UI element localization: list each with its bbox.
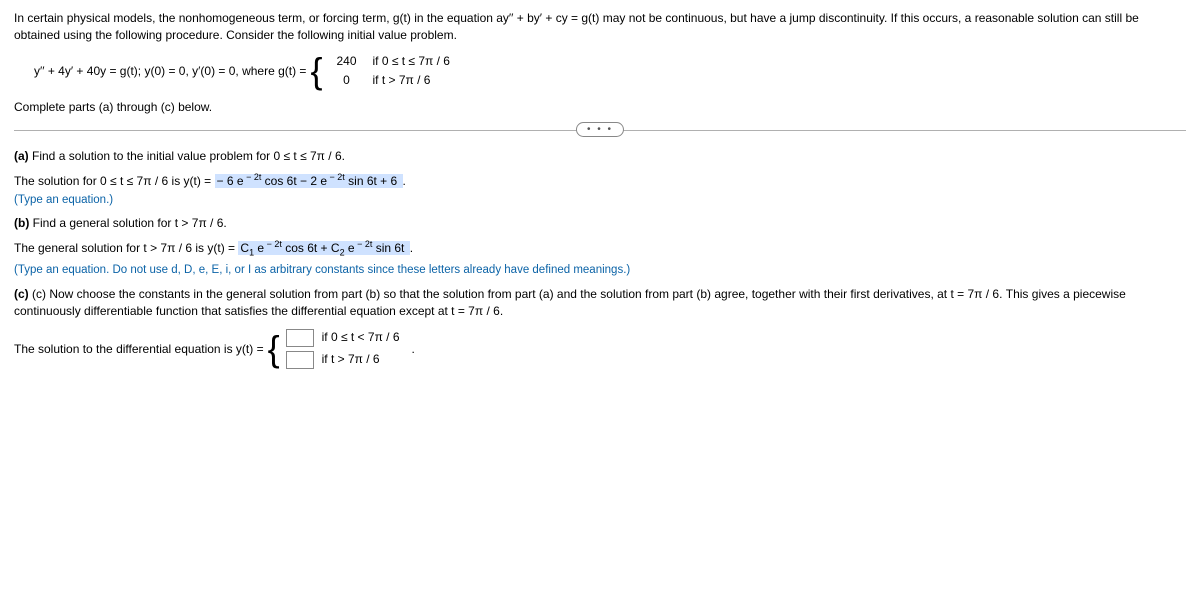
- part-c-prefix: The solution to the differential equatio…: [14, 342, 264, 356]
- a-p2: cos 6t − 2 e: [261, 174, 327, 188]
- complete-text: Complete parts (a) through (c) below.: [14, 100, 1186, 114]
- equation-lead: y′′ + 4y′ + 40y = g(t); y(0) = 0, y′(0) …: [34, 64, 306, 78]
- part-b: (b) Find a general solution for t > 7π /…: [14, 216, 1186, 276]
- part-c-label: (c) (c) Now choose the constants in the …: [14, 286, 1186, 320]
- part-b-full: Find a general solution for t > 7π / 6.: [33, 216, 227, 230]
- a-e1: − 2t: [244, 172, 262, 182]
- b-e1: − 2t: [264, 239, 282, 249]
- left-brace-c: {: [268, 331, 280, 367]
- expand-dots[interactable]: • • •: [576, 122, 624, 137]
- piecewise-g: { 240 if 0 ≤ t ≤ 7π / 6 0 if t > 7π / 6: [310, 52, 450, 90]
- part-b-prefix: The general solution for t > 7π / 6 is y…: [14, 241, 238, 255]
- b-p5: sin 6t: [372, 241, 404, 255]
- intro-text: In certain physical models, the nonhomog…: [14, 10, 1186, 44]
- part-a: (a) (a) Find a solution to the initial v…: [14, 149, 1186, 206]
- part-a-hint: (Type an equation.): [14, 194, 1186, 206]
- part-a-answer[interactable]: − 6 e − 2t cos 6t − 2 e − 2t sin 6t + 6: [215, 174, 403, 188]
- case2-value: 0: [328, 71, 364, 90]
- b-p4: e: [345, 241, 355, 255]
- part-a-period: .: [403, 174, 406, 188]
- part-c-input-2[interactable]: [286, 351, 314, 369]
- part-b-answer[interactable]: C1 e − 2t cos 6t + C2 e − 2t sin 6t: [238, 241, 409, 255]
- b-p1: C: [240, 241, 249, 255]
- b-p3: cos 6t + C: [282, 241, 340, 255]
- b-e2: − 2t: [355, 239, 373, 249]
- part-c-input-1[interactable]: [286, 329, 314, 347]
- part-a-label: (a) (a) Find a solution to the initial v…: [14, 149, 1186, 163]
- a-e2: − 2t: [327, 172, 345, 182]
- case1-value: 240: [328, 52, 364, 71]
- part-b-hint: (Type an equation. Do not use d, D, e, E…: [14, 264, 1186, 276]
- a-p3: sin 6t + 6: [345, 174, 397, 188]
- b-p2: e: [254, 241, 264, 255]
- part-b-label: (b) Find a general solution for t > 7π /…: [14, 216, 1186, 230]
- case1-cond: if 0 ≤ t ≤ 7π / 6: [372, 52, 449, 71]
- part-c-period: .: [412, 342, 415, 356]
- a-p1: − 6 e: [217, 174, 244, 188]
- part-b-solution: The general solution for t > 7π / 6 is y…: [14, 238, 1186, 260]
- part-c-cond2: if t > 7π / 6: [322, 349, 380, 371]
- part-a-prefix: The solution for 0 ≤ t ≤ 7π / 6 is y(t) …: [14, 174, 215, 188]
- part-c: (c) (c) Now choose the constants in the …: [14, 286, 1186, 371]
- divider: • • •: [14, 130, 1186, 131]
- left-brace: {: [310, 53, 322, 89]
- equation-row: y′′ + 4y′ + 40y = g(t); y(0) = 0, y′(0) …: [34, 52, 1186, 90]
- part-c-full: (c) Now choose the constants in the gene…: [14, 287, 1126, 318]
- case2-cond: if t > 7π / 6: [372, 71, 430, 90]
- part-a-full: Find a solution to the initial value pro…: [32, 149, 345, 163]
- part-b-period: .: [410, 241, 413, 255]
- part-a-solution: The solution for 0 ≤ t ≤ 7π / 6 is y(t) …: [14, 171, 1186, 190]
- part-c-answer-row: The solution to the differential equatio…: [14, 327, 1186, 370]
- part-c-cond1: if 0 ≤ t < 7π / 6: [322, 327, 400, 349]
